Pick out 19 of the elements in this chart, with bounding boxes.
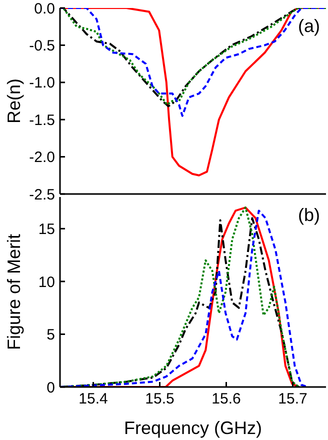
y-tick-label: 5	[46, 326, 55, 344]
x-axis-title: Frequency (GHz)	[124, 418, 262, 438]
x-tick-label: 15.4	[78, 390, 108, 408]
y-tick-label: 0.0	[34, 0, 55, 18]
y-tick-label: 10	[38, 274, 55, 291]
x-tick-label: 15.5	[145, 390, 174, 408]
annotation: (a)	[298, 16, 320, 37]
annotation: (b)	[298, 205, 320, 226]
y-tick-label: 0	[46, 379, 55, 396]
x-tick-label: 15.7	[278, 390, 308, 408]
y-tick-label: -0.5	[29, 38, 55, 55]
x-tick-label: 15.6	[212, 390, 241, 408]
y-tick-label: -2.5	[29, 186, 55, 204]
y-tick-label: 15	[38, 220, 55, 238]
y-axis-title: Figure of Merit	[4, 234, 24, 350]
y-tick-label: -2.0	[29, 149, 55, 166]
y-tick-label: -1.0	[29, 74, 55, 92]
y-axis-title: Re(n)	[4, 78, 24, 124]
y-tick-label: -1.5	[29, 112, 55, 129]
